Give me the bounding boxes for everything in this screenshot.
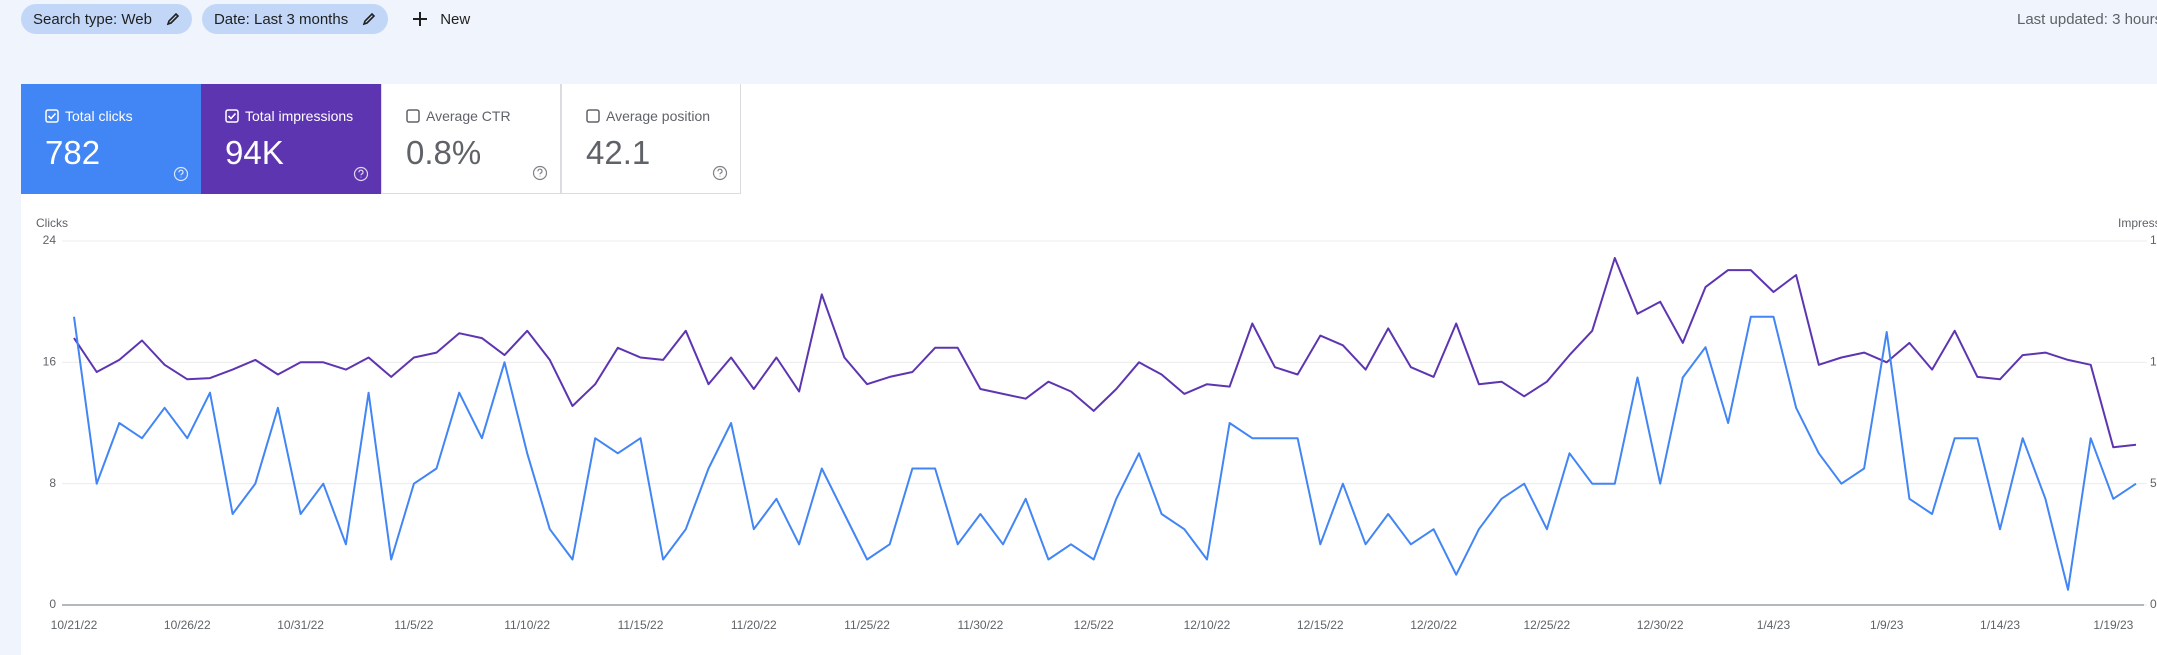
metric-value: 42.1 (586, 134, 651, 171)
help-circle (353, 166, 369, 182)
y-tick-label: 16 (43, 355, 57, 369)
metric-label: Total impressions (245, 108, 354, 124)
help-icon (712, 165, 728, 181)
x-tick-label: 12/5/22 (1074, 618, 1114, 632)
edit-icon (166, 12, 180, 26)
filter-chip[interactable]: Date: Last 3 months (201, 4, 389, 34)
help-circle (173, 166, 189, 182)
filter-label: Search type: Web (33, 10, 152, 28)
metric-value: 782 (45, 134, 101, 171)
x-tick-label: 11/20/22 (731, 618, 777, 632)
new-label: New (440, 10, 471, 28)
x-tick-label: 11/5/22 (394, 618, 433, 632)
y-tick-label: 0 (49, 597, 56, 611)
x-tick-label: 11/10/22 (504, 618, 550, 632)
x-tick-label: 1/14/23 (1980, 618, 2020, 632)
checkbox (586, 109, 600, 123)
metric-label: Total clicks (65, 108, 133, 124)
series-line (73, 257, 2137, 449)
y2-axis-title: Impressions (2118, 216, 2157, 230)
help-icon (173, 166, 189, 182)
x-tick-label: 1/4/23 (1757, 618, 1791, 632)
checkbox (45, 109, 59, 123)
y-tick-label: 24 (43, 233, 57, 247)
help-glyph (537, 168, 543, 177)
x-tick-label: 10/26/22 (164, 618, 211, 632)
checkbox (225, 109, 239, 123)
checkbox-tick (227, 112, 237, 120)
help-circle (712, 165, 728, 181)
x-tick-label: 10/21/22 (51, 618, 98, 632)
help-glyph (717, 168, 723, 177)
checkbox (406, 109, 420, 123)
edit-glyph (166, 12, 180, 26)
checkbox-frame (225, 109, 239, 123)
new-button[interactable]: New (412, 4, 470, 34)
checkbox-frame (45, 109, 59, 123)
checkbox-frame (406, 109, 420, 123)
series-line (73, 315, 2137, 591)
metric-card[interactable]: Total clicks 782 (21, 84, 201, 194)
last-updated: Last updated: 3 hours ago (2017, 11, 2157, 28)
x-tick-label: 12/15/22 (1297, 618, 1344, 632)
y2-tick-label: 1K (2150, 355, 2157, 369)
x-tick-label: 12/30/22 (1637, 618, 1684, 632)
y-axis-title: Clicks (36, 216, 68, 230)
filter-chip[interactable]: Search type: Web (21, 4, 192, 34)
checkbox-frame (586, 109, 600, 123)
edit-icon (362, 12, 376, 26)
x-tick-label: 12/20/22 (1410, 618, 1457, 632)
x-tick-label: 12/10/22 (1184, 618, 1231, 632)
y2-tick-label: 500 (2150, 476, 2157, 490)
x-tick-label: 12/25/22 (1523, 618, 1570, 632)
x-tick-label: 11/30/22 (957, 618, 1003, 632)
metric-label: Average position (606, 108, 711, 124)
x-tick-label: 11/25/22 (844, 618, 890, 632)
y-tick-label: 8 (49, 476, 56, 490)
help-glyph (178, 169, 184, 178)
help-icon (353, 166, 369, 182)
x-tick-label: 11/15/22 (618, 618, 664, 632)
x-tick-label: 1/19/23 (2093, 618, 2133, 632)
y2-tick-label: 1.5K (2150, 233, 2157, 247)
metric-card[interactable]: Total impressions 94K (201, 84, 381, 194)
metric-value: 94K (225, 134, 284, 171)
y2-tick-label: 0 (2150, 597, 2157, 611)
metric-value: 0.8% (406, 134, 482, 171)
metric-label: Average CTR (426, 108, 511, 124)
x-tick-label: 10/31/22 (277, 618, 324, 632)
help-circle (532, 165, 548, 181)
plus-icon (413, 12, 428, 26)
help-glyph (358, 169, 364, 178)
filter-label: Date: Last 3 months (213, 10, 349, 28)
metric-card[interactable]: Average CTR 0.8% (381, 84, 561, 194)
help-icon (532, 165, 548, 181)
edit-glyph (362, 12, 376, 26)
x-tick-label: 1/9/23 (1870, 618, 1904, 632)
metric-card[interactable]: Average position 42.1 (561, 84, 741, 194)
checkbox-tick (47, 112, 57, 120)
